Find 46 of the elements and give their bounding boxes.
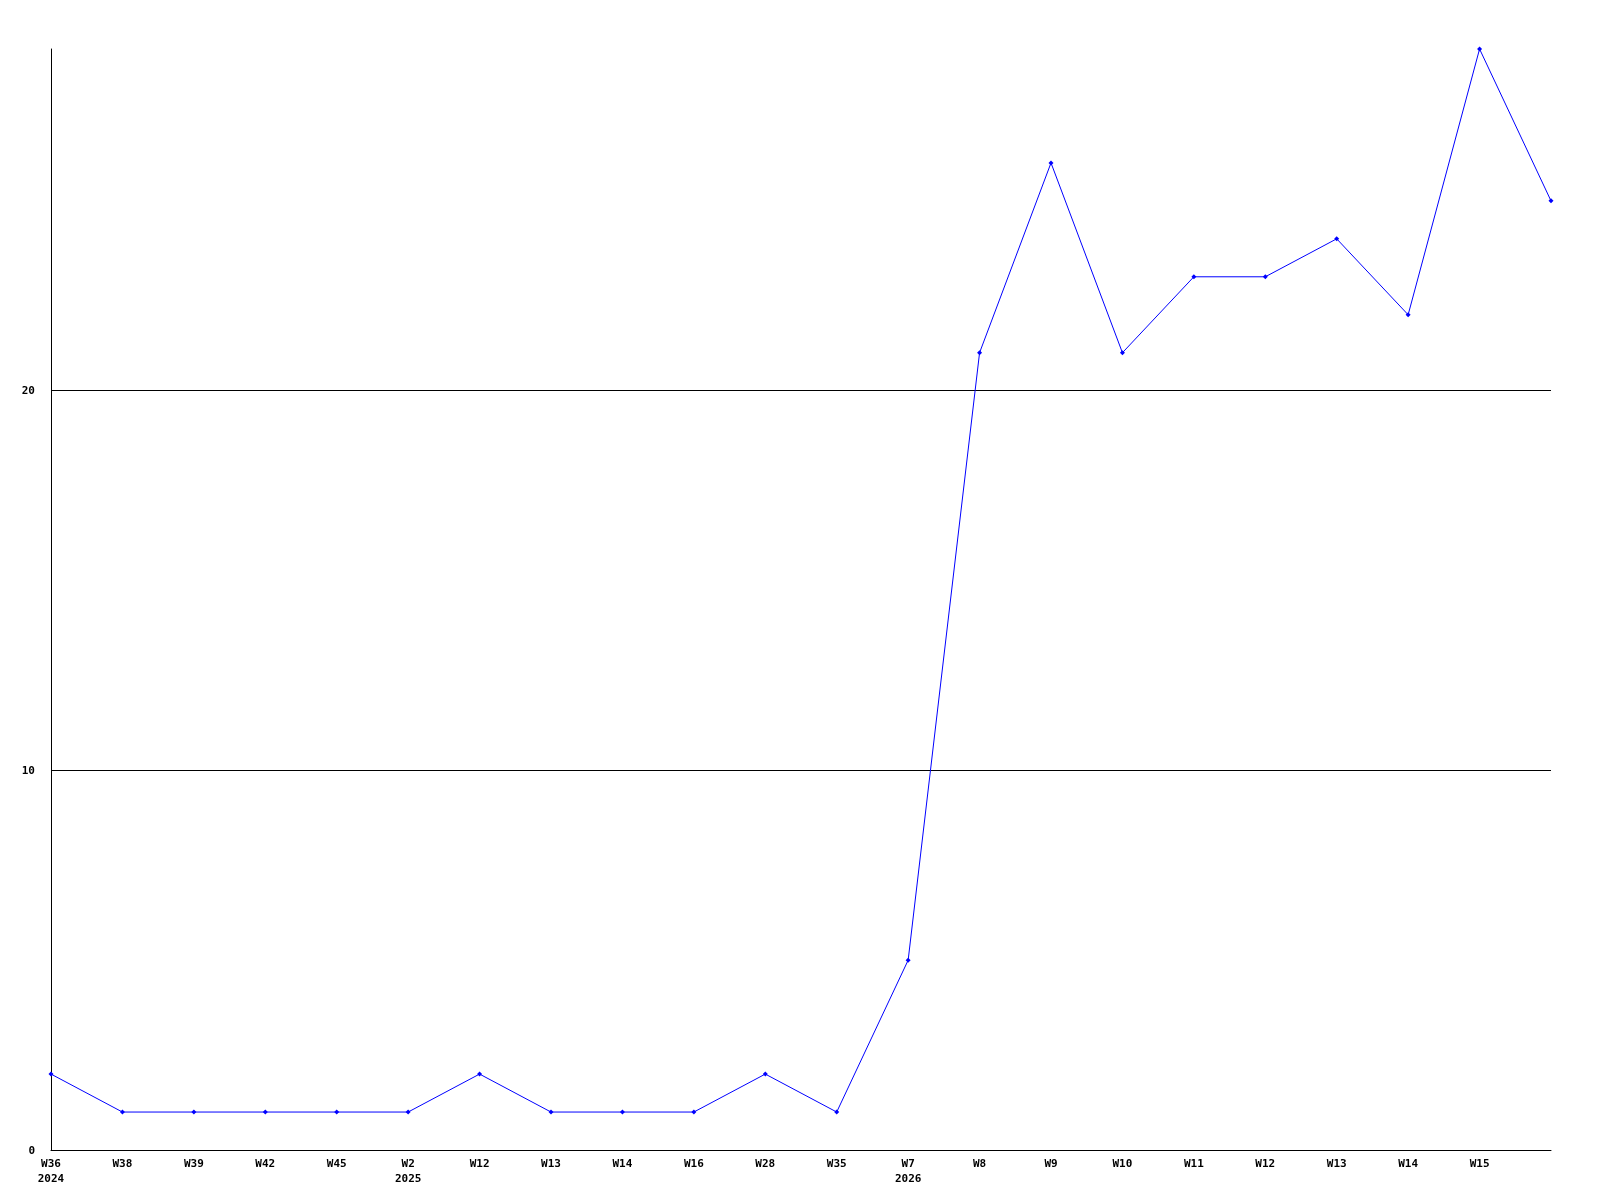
point [691, 1109, 697, 1115]
point [762, 1071, 768, 1077]
x-tick-label: W16 [683, 1157, 705, 1170]
x-tick-label: W38 [112, 1157, 133, 1170]
point [477, 1071, 483, 1077]
x-tick-label: W12 [1255, 1157, 1276, 1170]
x-tick-label: W13 [541, 1157, 561, 1170]
point [1477, 46, 1483, 52]
x-tick-label: W9 [1044, 1157, 1058, 1170]
point [548, 1109, 554, 1115]
x-tick-label: W11 [1183, 1157, 1205, 1170]
x-tick-label: W42 [255, 1157, 276, 1170]
x-tick-label: W28 [755, 1157, 776, 1170]
point [977, 350, 983, 356]
point [405, 1109, 411, 1115]
y-tick-label: 0 [28, 1143, 35, 1157]
point [1334, 236, 1340, 242]
x-tick-label: W12 [469, 1157, 490, 1170]
x-tick-label: W8 [972, 1157, 987, 1170]
x-tick-label: W45 [326, 1157, 347, 1170]
point [334, 1109, 340, 1115]
point [619, 1109, 625, 1115]
point [262, 1109, 268, 1115]
x-tick-label: W7 2026 [894, 1157, 922, 1185]
point [1191, 274, 1197, 280]
point [1548, 198, 1554, 204]
x-tick-label: W15 [1469, 1157, 1490, 1170]
point [191, 1109, 197, 1115]
x-tick-label: W2 2025 [394, 1157, 422, 1185]
point [119, 1109, 125, 1115]
y-tick-label: 10 [21, 763, 35, 777]
x-tick-label: W10 [1112, 1157, 1133, 1170]
point [905, 957, 911, 963]
x-tick-label: W13 [1326, 1157, 1347, 1170]
x-tick-label: W35 [826, 1157, 847, 1170]
point [1262, 274, 1268, 280]
point [834, 1109, 840, 1115]
x-tick-label: W36 2024 [37, 1157, 65, 1185]
point [1405, 312, 1411, 318]
point [1119, 350, 1125, 356]
x-tick-label: W14 [612, 1157, 633, 1170]
point [48, 1071, 54, 1077]
point [1048, 160, 1054, 166]
x-tick-label: W14 [1398, 1157, 1419, 1170]
x-tick-label: W39 [183, 1157, 204, 1170]
y-tick-label: 20 [21, 384, 35, 398]
